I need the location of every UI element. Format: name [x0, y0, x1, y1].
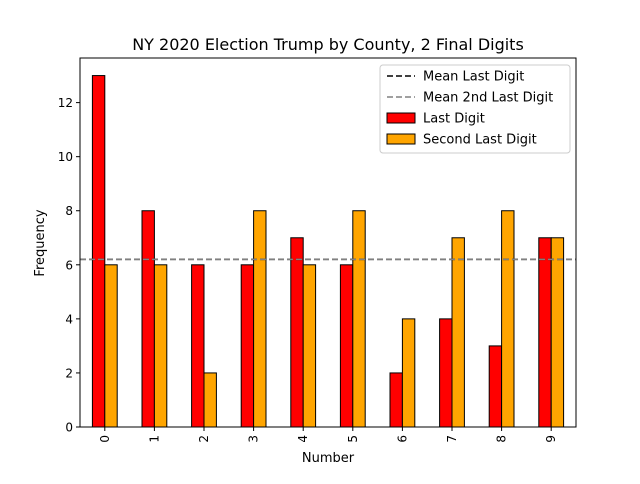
bar-series-0-5: [339, 264, 354, 428]
y-tick-label-5: 10: [58, 150, 73, 164]
bar-series-0-8: [488, 345, 503, 428]
axes-frame: [79, 57, 577, 428]
x-tick-label-7: 7: [445, 435, 459, 443]
y-tick-label-1: 2: [65, 366, 73, 380]
bar-series-0-7: [439, 318, 453, 428]
x-tick-label-0: 0: [98, 435, 112, 443]
y-axis-label: Frequency: [33, 209, 48, 276]
x-tick-label-3: 3: [247, 435, 261, 443]
y-tick-label-3: 6: [65, 258, 73, 272]
bar-series-0-4: [290, 237, 304, 428]
x-tick-label-9: 9: [544, 435, 558, 443]
legend-label-2: Last Digit: [423, 112, 485, 127]
y-tick-label-4: 8: [65, 204, 73, 218]
bar-series-0-0: [91, 75, 106, 428]
bar-series-0-9: [538, 237, 552, 428]
bar-series-1-9: [550, 237, 565, 428]
x-tick-label-1: 1: [147, 435, 161, 443]
x-tick-label-4: 4: [296, 435, 310, 443]
bar-series-1-8: [501, 210, 515, 428]
bar-series-1-3: [253, 210, 267, 428]
legend-label-0: Mean Last Digit: [423, 70, 524, 85]
legend-label-3: Second Last Digit: [423, 133, 537, 148]
bar-series-0-6: [389, 372, 403, 428]
bar-series-1-4: [302, 264, 317, 428]
x-tick-label-5: 5: [346, 435, 360, 443]
legend-swatch-2: [386, 112, 416, 124]
x-axis-label: Number: [302, 451, 355, 466]
x-tick-label-2: 2: [197, 435, 211, 443]
bar-series-1-1: [153, 264, 168, 428]
bar-series-0-1: [141, 210, 155, 428]
legend-label-1: Mean 2nd Last Digit: [423, 91, 553, 106]
chart-title: NY 2020 Election Trump by County, 2 Fina…: [132, 35, 524, 54]
legend-swatch-3: [386, 133, 416, 145]
bar-series-1-5: [352, 210, 366, 428]
bar-series-0-2: [191, 264, 205, 428]
legend-box: [379, 64, 571, 154]
bar-series-0-3: [240, 264, 255, 428]
x-tick-label-8: 8: [495, 435, 509, 443]
y-tick-label-6: 12: [58, 96, 73, 110]
y-tick-label-0: 0: [65, 421, 73, 435]
bar-series-1-6: [401, 318, 416, 428]
y-tick-label-2: 4: [65, 312, 73, 326]
x-tick-label-6: 6: [395, 435, 409, 443]
bar-series-1-0: [104, 264, 118, 428]
bar-series-1-7: [451, 237, 465, 428]
bar-series-1-2: [203, 372, 217, 428]
